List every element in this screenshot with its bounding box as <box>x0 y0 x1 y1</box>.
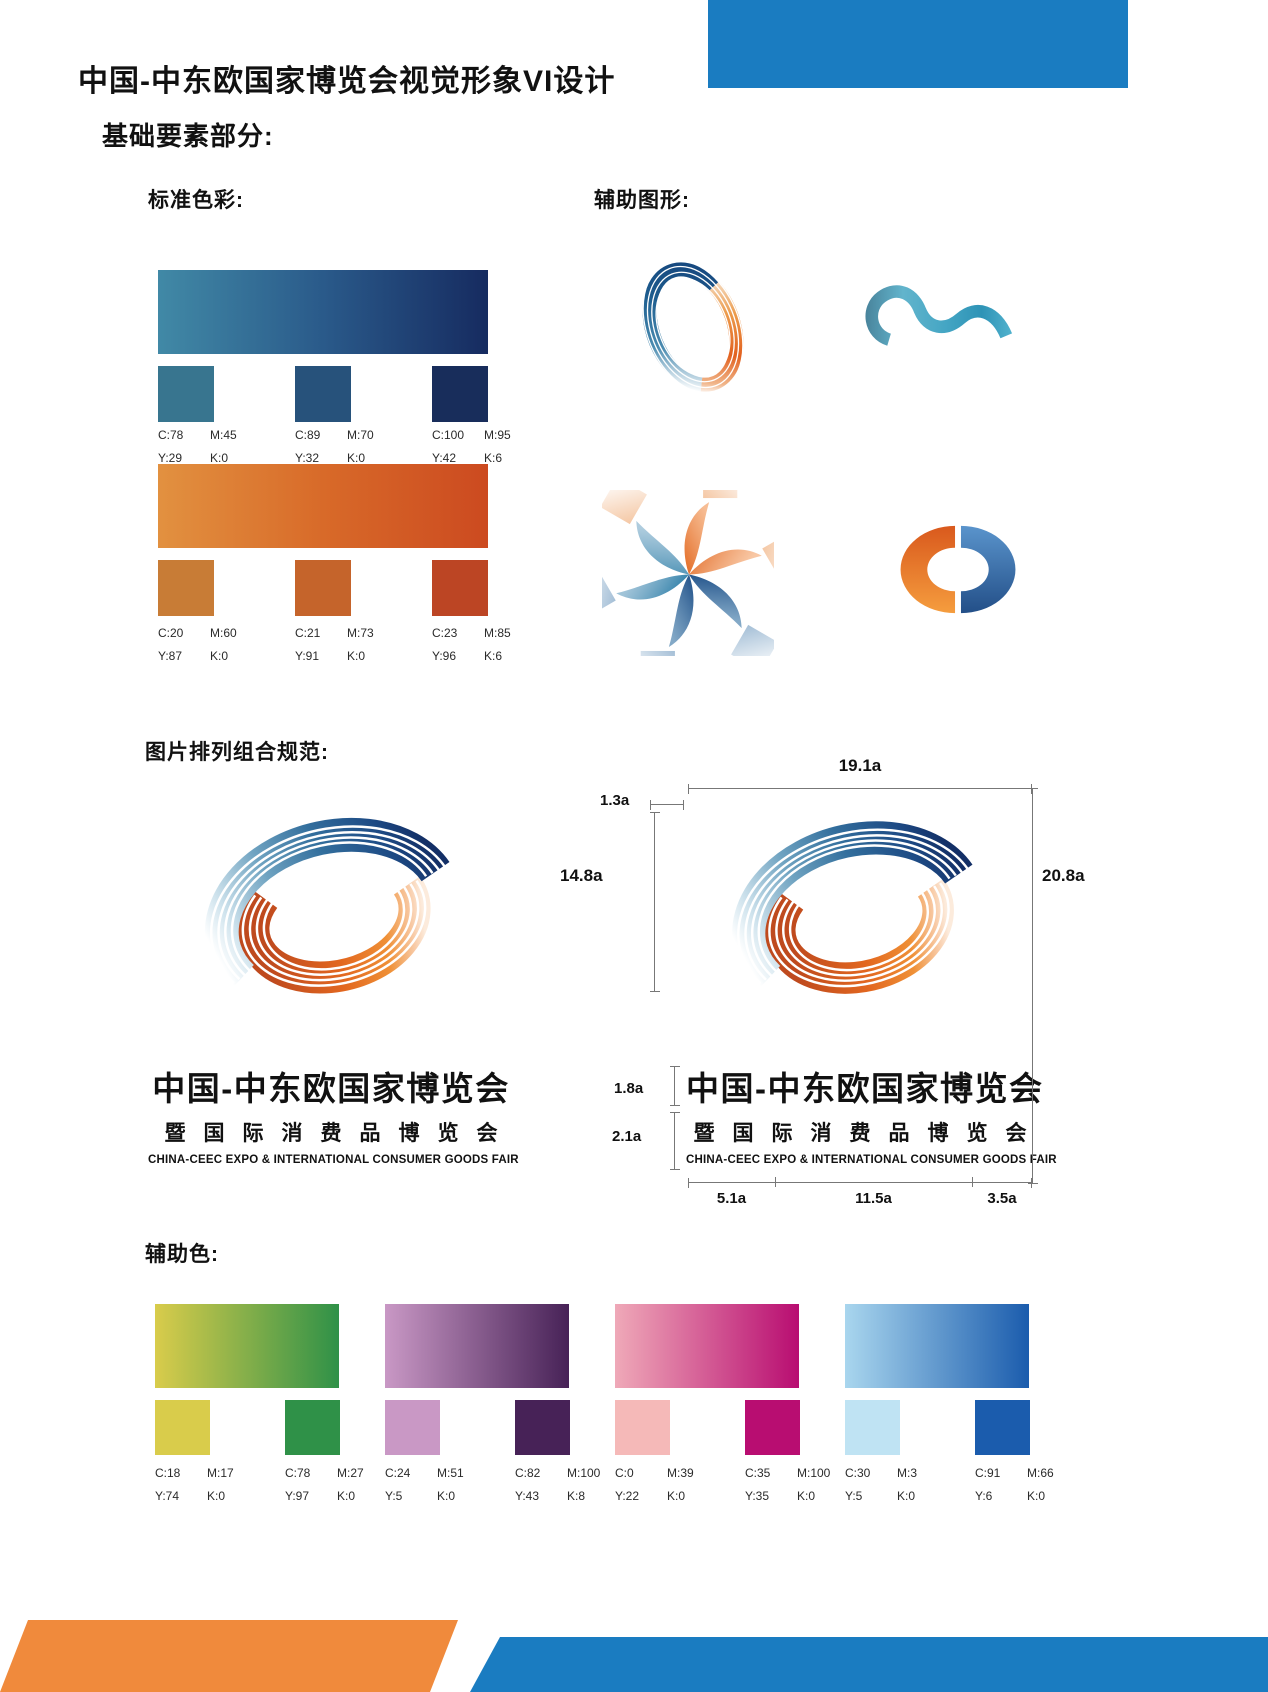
dim-label-bottom-middle: 11.5a <box>855 1190 892 1207</box>
footer-orange-shape <box>0 1620 458 1692</box>
aux-swatch <box>845 1400 900 1455</box>
standard-colors-label: 标准色彩: <box>148 189 244 212</box>
dim-line-top-width <box>688 784 1032 794</box>
dim-line-bottom <box>688 1178 1032 1188</box>
aux-swatch <box>285 1400 340 1455</box>
logo-subtitle: 暨国际消费品博览会 <box>164 1122 516 1145</box>
orange-swatch-2-cmyk: C:21 M:73 Y:91 K:0 <box>295 626 374 663</box>
logo-ribbon-graphic <box>204 817 450 994</box>
dim-label-top-offset: 1.3a <box>600 792 630 809</box>
blue-swatch-1-cmyk: C:78 M:45 Y:29 K:0 <box>158 428 237 465</box>
dim-label-title-height: 1.8a <box>614 1080 644 1097</box>
blue-swatch-2-cmyk: C:89 M:70 Y:32 K:0 <box>295 428 374 465</box>
aux-bar-purple <box>385 1304 569 1388</box>
aux-swatch <box>515 1400 570 1455</box>
page-title: 中国-中东欧国家博览会视觉形象VI设计 <box>78 65 616 98</box>
dim-line-top-offset <box>650 800 684 810</box>
aux-graphics-label: 辅助图形: <box>594 189 690 212</box>
blue-gradient-bar <box>158 270 488 354</box>
dim-label-bottom-left: 5.1a <box>716 1190 747 1207</box>
dim-label-text-height: 2.1a <box>612 1128 642 1145</box>
orange-swatch-3 <box>432 560 488 616</box>
pinwheel-flower-icon <box>602 490 774 656</box>
aux-cmyk: C:24 M:51 Y:5 K:0 <box>385 1466 464 1503</box>
dim-label-graphic-height: 14.8a <box>560 866 603 885</box>
blue-swatch-1 <box>158 366 214 422</box>
orange-swatch-3-cmyk: C:23 M:85 Y:96 K:6 <box>432 626 511 663</box>
dim-label-top-width: 19.1a <box>838 756 882 775</box>
header-accent-block <box>708 0 1128 88</box>
aux-cmyk: C:0 M:39 Y:22 K:0 <box>615 1466 694 1503</box>
aux-bar-pink <box>615 1304 799 1388</box>
aux-swatch <box>385 1400 440 1455</box>
aux-swatch <box>745 1400 800 1455</box>
dim-tick <box>775 1177 776 1187</box>
logo-title: 中国-中东欧国家博览会 <box>686 1070 1044 1107</box>
aux-cmyk: C:18 M:17 Y:74 K:0 <box>155 1466 234 1503</box>
split-ring-icon <box>900 525 1016 614</box>
dim-tick <box>972 1177 973 1187</box>
logo-english-line: CHINA-CEEC EXPO & INTERNATIONAL CONSUMER… <box>686 1154 1057 1166</box>
logo-ribbon-graphic-measured <box>732 821 973 994</box>
aux-cmyk: C:78 M:27 Y:97 K:0 <box>285 1466 364 1503</box>
dim-label-total-height: 20.8a <box>1042 866 1085 885</box>
aux-swatch <box>975 1400 1030 1455</box>
ribbon-ring-icon <box>642 260 744 394</box>
aux-bar-green <box>155 1304 339 1388</box>
blue-swatch-2 <box>295 366 351 422</box>
dim-label-bottom-right: 3.5a <box>987 1190 1017 1207</box>
dim-line-text-height <box>670 1112 680 1170</box>
aux-bar-blue <box>845 1304 1029 1388</box>
aux-cmyk: C:35 M:100 Y:35 K:0 <box>745 1466 831 1503</box>
orange-swatch-1 <box>158 560 214 616</box>
dim-line-total-height <box>1028 788 1038 1184</box>
footer-blue-shape <box>470 1637 1268 1692</box>
orange-gradient-bar <box>158 464 488 548</box>
aux-swatch <box>155 1400 210 1455</box>
aux-cmyk: C:91 M:66 Y:6 K:0 <box>975 1466 1054 1503</box>
logo-text-block: 中国-中东欧国家博览会 暨国际消费品博览会 CHINA-CEEC EXPO & … <box>148 1062 519 1166</box>
blue-swatch-3 <box>432 366 488 422</box>
page-subtitle: 基础要素部分: <box>102 121 274 151</box>
orange-swatch-2 <box>295 560 351 616</box>
dim-line-graphic-height <box>650 812 660 992</box>
aux-colors-label: 辅助色: <box>145 1243 219 1266</box>
blue-swatch-3-cmyk: C:100 M:95 Y:42 K:6 <box>432 428 511 465</box>
aux-swatch <box>615 1400 670 1455</box>
logo-title: 中国-中东欧国家博览会 <box>152 1070 510 1107</box>
dim-line-title-height <box>670 1066 680 1106</box>
logo-english-line: CHINA-CEEC EXPO & INTERNATIONAL CONSUMER… <box>148 1154 519 1166</box>
logo-subtitle: 暨国际消费品博览会 <box>693 1122 1045 1145</box>
logo-spec-label: 图片排列组合规范: <box>145 741 329 764</box>
aux-cmyk: C:30 M:3 Y:5 K:0 <box>845 1466 918 1503</box>
logo-text-block-measured: 中国-中东欧国家博览会 暨国际消费品博览会 CHINA-CEEC EXPO & … <box>686 1062 1057 1166</box>
aux-cmyk: C:82 M:100 Y:43 K:8 <box>515 1466 601 1503</box>
orange-swatch-1-cmyk: C:20 M:60 Y:87 K:0 <box>158 626 237 663</box>
wave-ribbon-icon <box>865 285 1013 346</box>
